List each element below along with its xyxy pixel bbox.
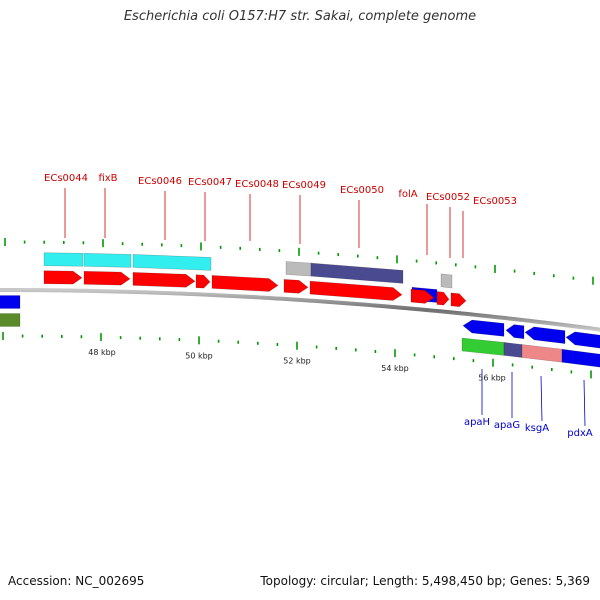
feature-inner xyxy=(521,344,563,363)
cds-forward-arrow xyxy=(450,292,467,308)
gene-label-reverse: ksgA xyxy=(525,423,549,434)
gene-label-forward: ECs0049 xyxy=(282,180,326,191)
gene-label-forward: ECs0044 xyxy=(44,173,88,184)
gene-label-forward: ECs0047 xyxy=(188,177,232,188)
feature-outer xyxy=(43,252,84,267)
genome-summary-text: Topology: circular; Length: 5,498,450 bp… xyxy=(260,574,590,588)
gene-label-forward: ECs0046 xyxy=(138,176,182,187)
feature-outer xyxy=(440,273,453,289)
gene-label-forward: ECs0050 xyxy=(340,185,384,196)
cds-reverse-arrow xyxy=(505,324,525,340)
cds-forward-arrow xyxy=(436,291,450,306)
cds-forward-arrow xyxy=(43,270,83,285)
scale-label: 50 kbp xyxy=(185,351,213,360)
scale-label: 52 kbp xyxy=(283,357,311,366)
feature-outer xyxy=(83,252,132,268)
feature-fragment xyxy=(0,313,21,327)
feature-inner xyxy=(461,337,505,356)
feature-inner xyxy=(503,342,523,358)
cds-forward-arrow xyxy=(211,275,279,292)
accession-text: Accession: NC_002695 xyxy=(8,574,145,588)
scale-label: 56 kbp xyxy=(478,374,506,383)
gene-label-forward: folA xyxy=(398,189,417,200)
cds-forward-arrow xyxy=(195,274,211,289)
scale-label: 48 kbp xyxy=(88,348,116,357)
scale-label: 54 kbp xyxy=(381,364,409,373)
label-leader-line xyxy=(583,379,586,427)
gene-label-forward: fixB xyxy=(98,173,117,184)
cds-forward-arrow xyxy=(83,270,131,286)
cds-forward-arrow xyxy=(309,280,403,301)
gene-label-reverse: apaG xyxy=(494,420,520,431)
cds-reverse-arrow xyxy=(565,331,600,349)
map-title: Escherichia coli O157:H7 str. Sakai, com… xyxy=(123,9,477,24)
cds-forward-arrow xyxy=(410,288,435,304)
feature-outer xyxy=(285,261,312,277)
cds-fragment xyxy=(0,295,21,309)
feature-inner xyxy=(561,348,600,368)
gene-label-reverse: pdxA xyxy=(567,428,593,439)
gene-label-forward: ECs0053 xyxy=(473,196,517,207)
cds-reverse-arrow xyxy=(524,326,566,344)
label-leader-line xyxy=(540,375,543,422)
cds-forward-arrow xyxy=(283,279,309,294)
genome-backbone xyxy=(0,288,600,332)
gene-label-forward: ECs0048 xyxy=(235,179,279,190)
gene-label-reverse: apaH xyxy=(464,417,490,428)
feature-outer xyxy=(310,262,404,284)
gene-label-forward: ECs0052 xyxy=(426,192,470,203)
feature-outer xyxy=(132,254,212,271)
cds-forward-arrow xyxy=(132,272,196,288)
cds-reverse-arrow xyxy=(462,319,505,337)
